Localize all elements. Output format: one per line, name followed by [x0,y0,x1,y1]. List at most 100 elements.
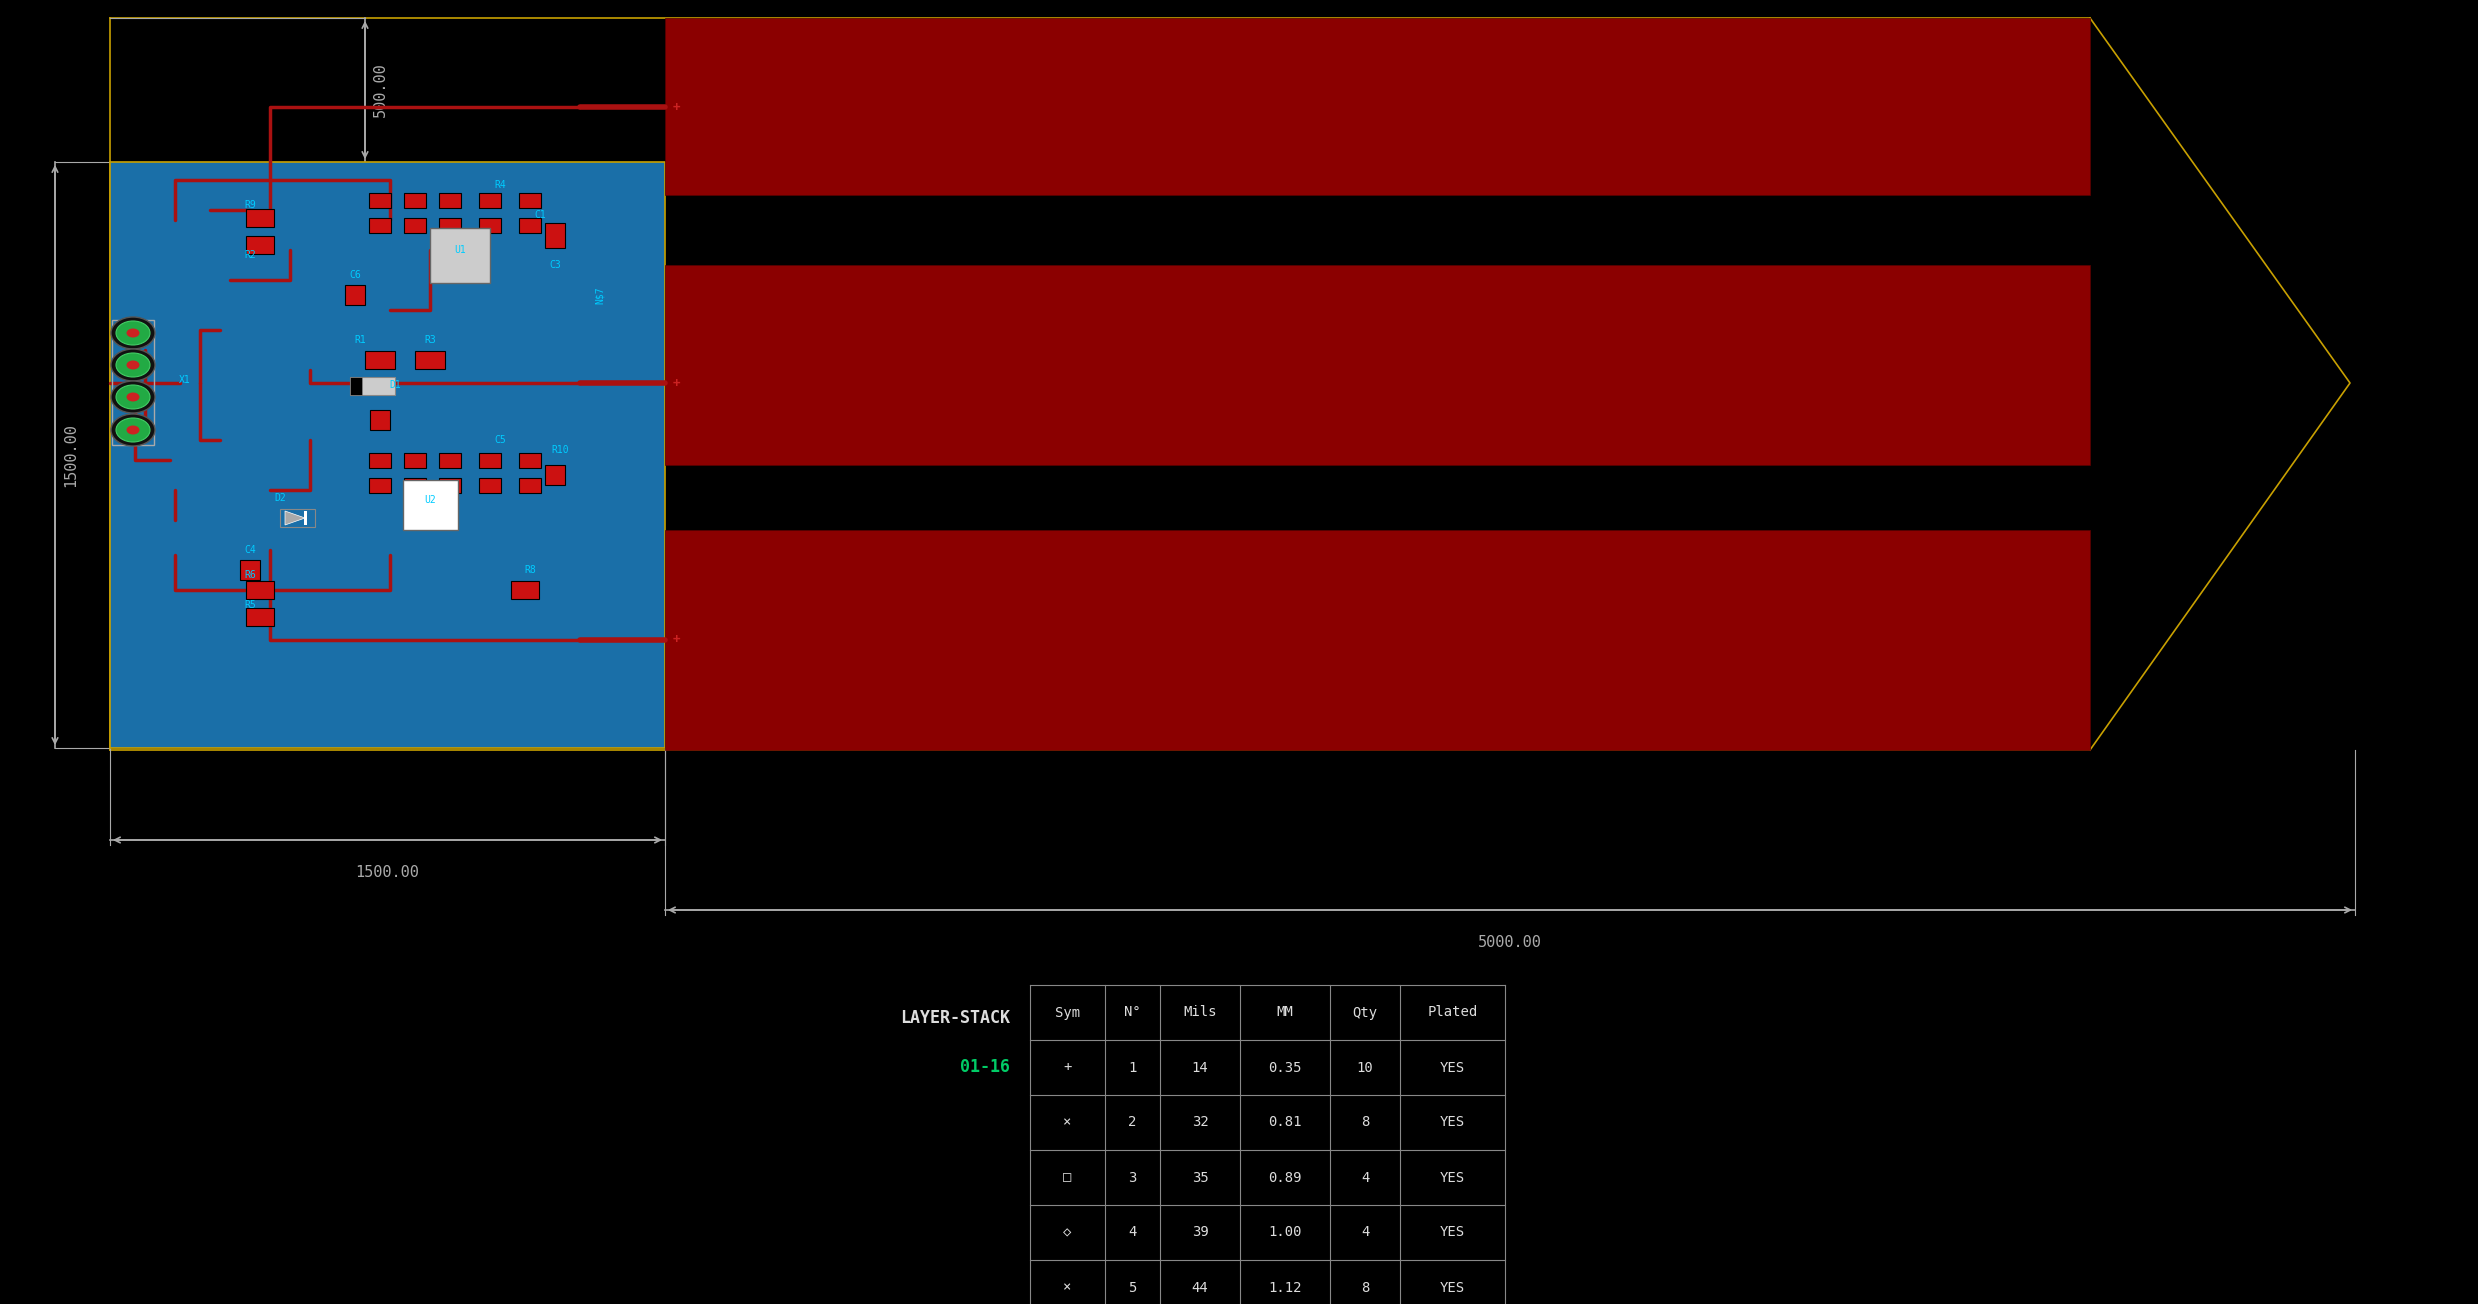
Text: R4: R4 [493,180,506,190]
Text: R10: R10 [550,445,570,455]
Text: Mils: Mils [1184,1005,1217,1020]
Bar [245,608,275,626]
Ellipse shape [116,385,151,409]
Text: 3: 3 [1127,1171,1137,1184]
Text: 39: 39 [1192,1226,1209,1240]
Ellipse shape [126,393,139,402]
Text: MM: MM [1276,1005,1294,1020]
Text: Sym: Sym [1056,1005,1080,1020]
Bar [439,477,461,493]
Text: C1: C1 [535,210,545,220]
Text: U1: U1 [453,245,466,256]
Ellipse shape [116,353,151,377]
Text: 8: 8 [1360,1115,1370,1129]
Text: R8: R8 [525,565,535,575]
Bar [344,286,364,305]
Text: 0.89: 0.89 [1269,1171,1301,1184]
Bar [305,511,307,526]
Text: R6: R6 [245,570,255,580]
Bar [518,218,540,232]
Text: 4: 4 [1127,1226,1137,1240]
Text: +: + [674,100,681,113]
Text: 2: 2 [1127,1115,1137,1129]
Ellipse shape [116,419,151,442]
Bar [369,218,392,232]
Bar [478,193,501,207]
Ellipse shape [126,329,139,338]
Bar [349,377,362,395]
Text: 35: 35 [1192,1171,1209,1184]
Text: Qty: Qty [1353,1005,1378,1020]
Text: Plated: Plated [1427,1005,1477,1020]
Bar [245,236,275,254]
Text: YES: YES [1440,1115,1464,1129]
Text: ×: × [1063,1115,1070,1129]
Bar [349,377,394,395]
Text: 8: 8 [1360,1281,1370,1295]
Text: 14: 14 [1192,1060,1209,1074]
Text: 0.35: 0.35 [1269,1060,1301,1074]
Text: X1: X1 [178,376,191,385]
Ellipse shape [126,425,139,434]
Text: 1.12: 1.12 [1269,1281,1301,1295]
Text: 01-16: 01-16 [959,1059,1011,1077]
Text: C5: C5 [493,436,506,445]
Bar [545,223,565,248]
Text: 32: 32 [1192,1115,1209,1129]
Text: 4: 4 [1360,1226,1370,1240]
Bar [404,452,426,468]
Bar [439,452,461,468]
Text: YES: YES [1440,1171,1464,1184]
Bar [404,193,426,207]
Text: LAYER-STACK: LAYER-STACK [900,1009,1011,1028]
Text: R3: R3 [424,335,436,346]
Bar [404,477,426,493]
Bar [404,218,426,232]
Ellipse shape [112,317,156,349]
Text: 4: 4 [1360,1171,1370,1184]
Bar [664,18,2089,196]
Text: U2: U2 [424,496,436,505]
Ellipse shape [112,349,156,381]
Text: 5: 5 [1127,1281,1137,1295]
Bar [369,409,389,430]
Text: □: □ [1063,1171,1070,1184]
Bar [245,582,275,599]
Text: +: + [1063,1060,1070,1074]
Bar [364,351,394,369]
Text: R9: R9 [245,200,255,210]
Bar [245,209,275,227]
Bar [478,218,501,232]
Bar [664,265,2089,466]
Bar [369,477,392,493]
Text: 500.00: 500.00 [374,63,389,117]
Text: 10: 10 [1355,1060,1373,1074]
Text: D1: D1 [389,379,401,390]
Text: 1500.00: 1500.00 [354,865,419,880]
Bar [414,351,446,369]
Text: D2: D2 [275,493,285,503]
Bar [664,529,2089,750]
Bar [478,452,501,468]
Text: +: + [674,634,681,647]
Text: 1: 1 [1127,1060,1137,1074]
Text: YES: YES [1440,1060,1464,1074]
Text: +: + [674,377,681,390]
Text: 1.00: 1.00 [1269,1226,1301,1240]
Text: R2: R2 [245,250,255,259]
Ellipse shape [112,381,156,413]
Ellipse shape [116,321,151,346]
Text: 44: 44 [1192,1281,1209,1295]
Text: YES: YES [1440,1281,1464,1295]
Text: R5: R5 [245,600,255,610]
Text: 1500.00: 1500.00 [62,422,77,486]
Bar [240,559,260,580]
Bar [439,193,461,207]
Text: N$7: N$7 [595,286,605,304]
Polygon shape [285,511,305,526]
Text: C3: C3 [550,259,560,270]
Ellipse shape [126,360,139,369]
Bar [401,480,458,529]
Text: N°: N° [1125,1005,1140,1020]
Bar [545,466,565,485]
